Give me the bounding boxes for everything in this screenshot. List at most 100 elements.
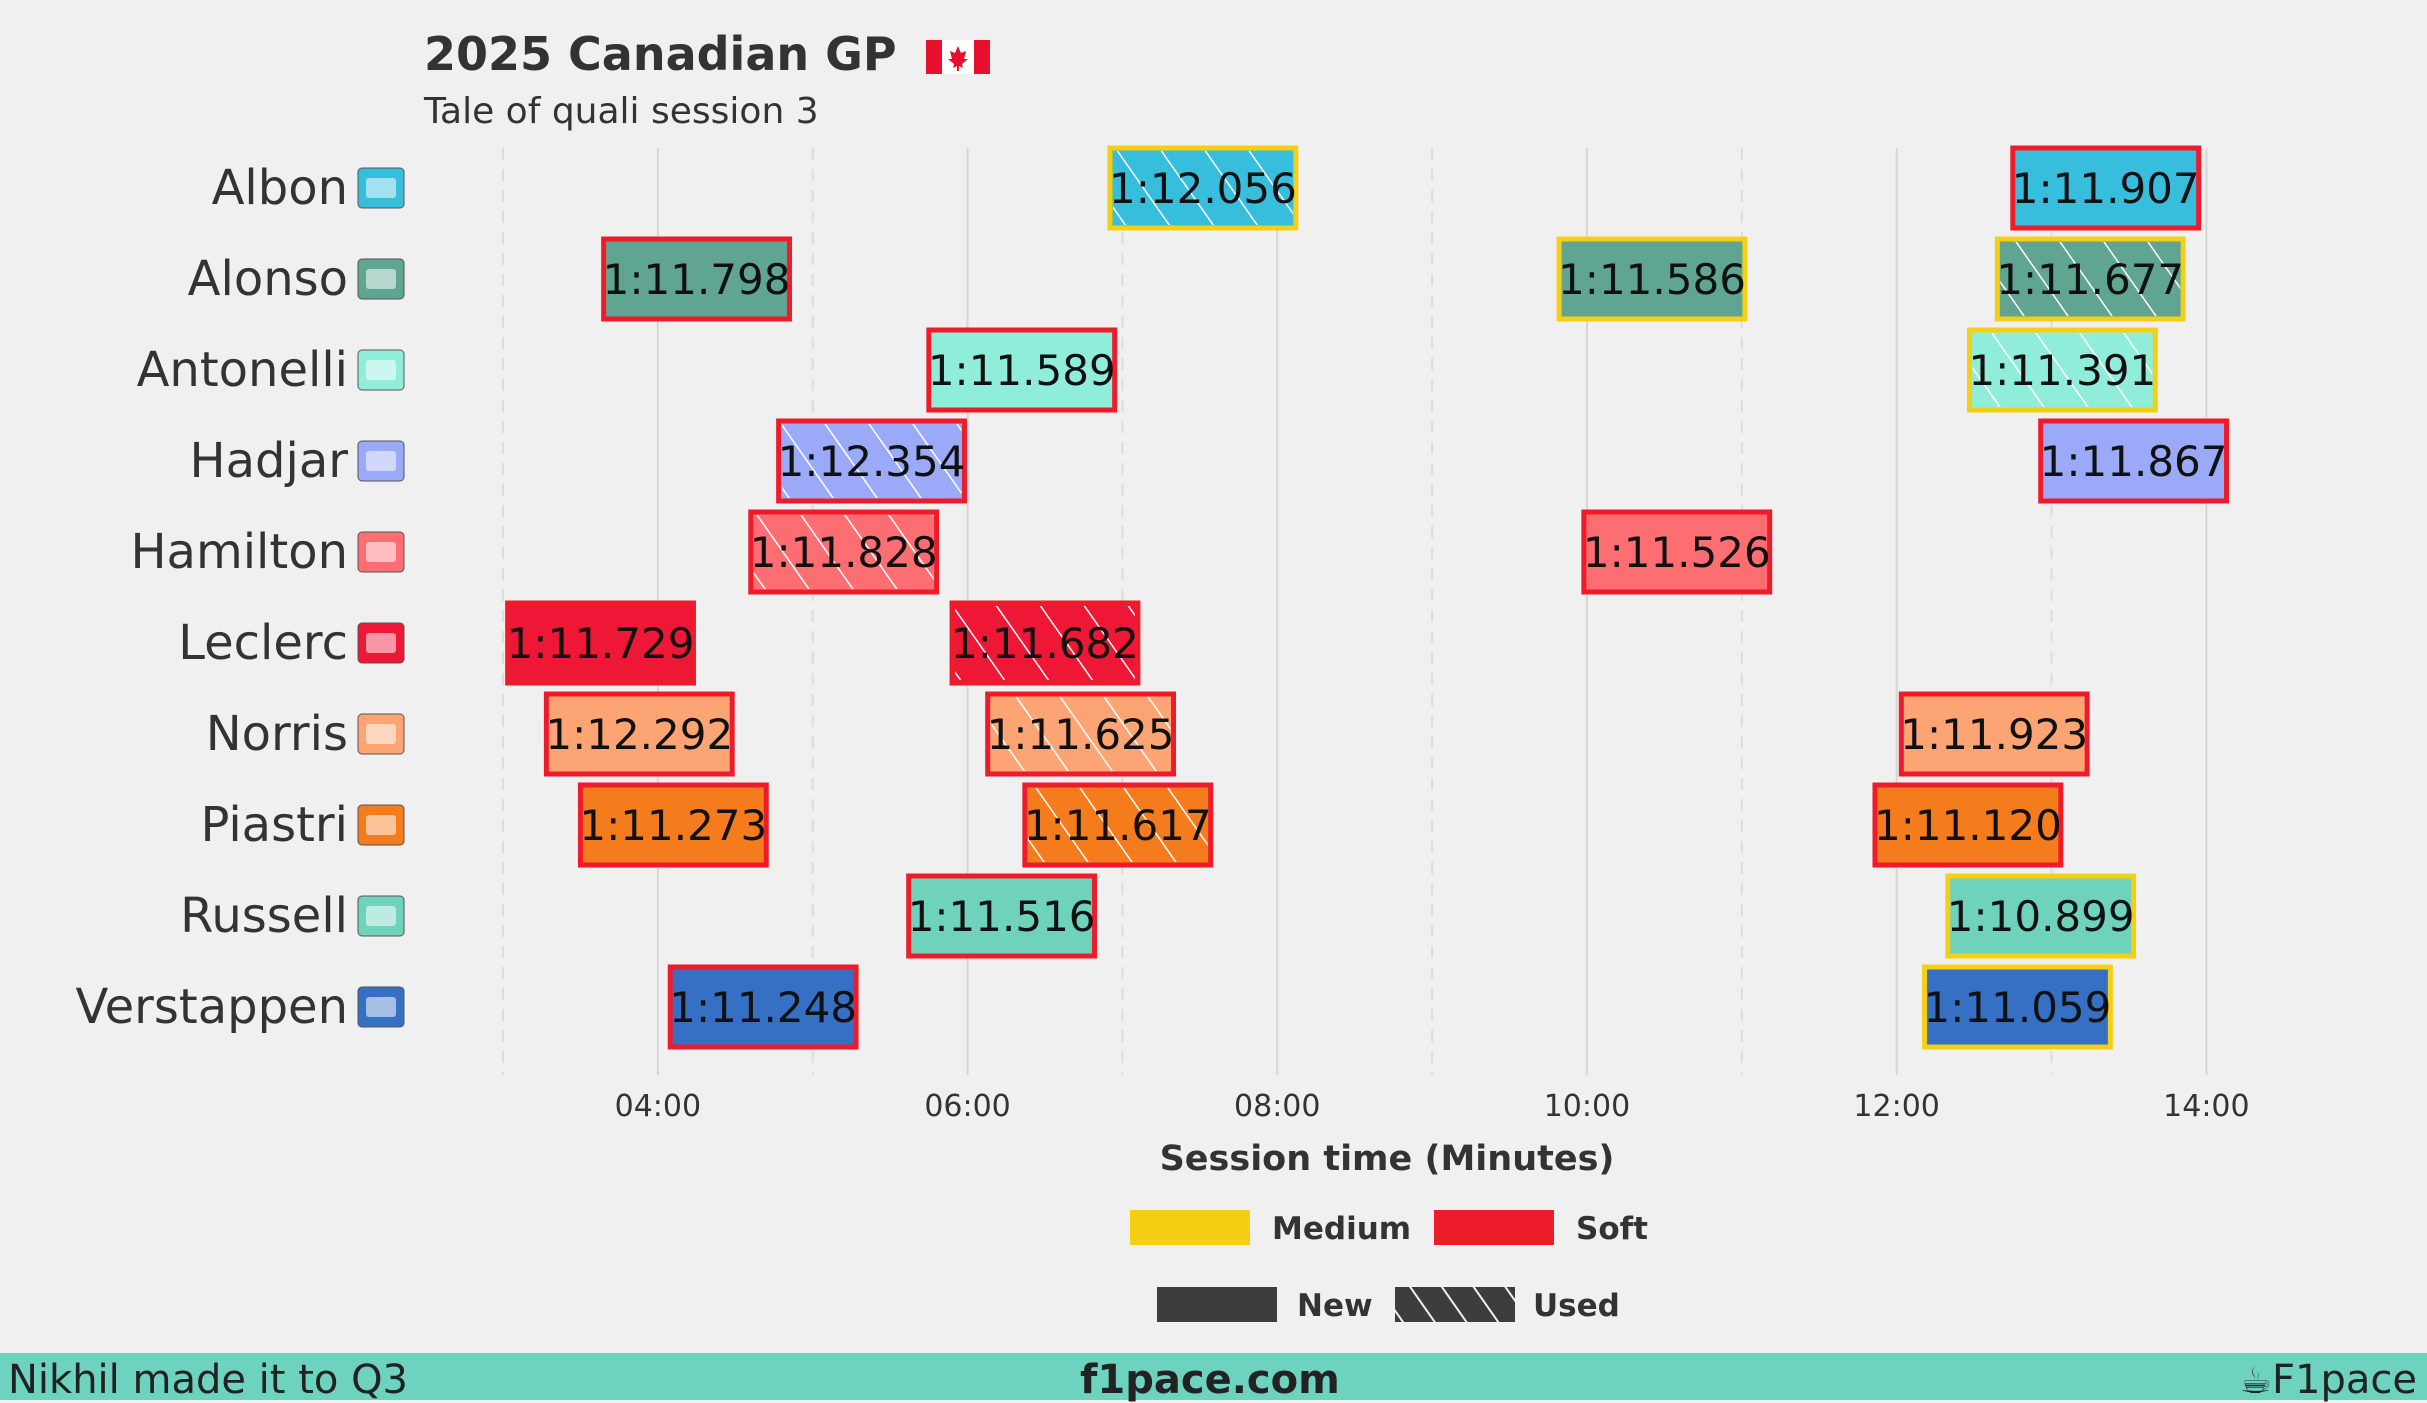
lap-time-label: 1:11.120: [1874, 801, 2062, 850]
lap-bar-fill: [1872, 782, 2064, 868]
aston-martin-logo-icon: [357, 258, 405, 300]
mclaren-logo-icon: [357, 804, 405, 846]
canada-flag-icon: [926, 40, 990, 74]
driver-label: Hadjar: [190, 433, 349, 489]
used-tyre-hatch: [1113, 151, 1293, 225]
legend-new-label: New: [1297, 1288, 1373, 1324]
lap-bar: 1:11.526: [1581, 509, 1773, 595]
lap-bar-fill: [577, 782, 769, 868]
lap-bar: 1:11.120: [1872, 782, 2064, 868]
lap-bar: 1:11.248: [667, 964, 859, 1050]
legend-soft-swatch: [1434, 1210, 1554, 1245]
lap-bar-fill: [926, 327, 1118, 413]
x-tick-label: 14:00: [2163, 1089, 2249, 1124]
driver-label: Alonso: [188, 251, 348, 307]
lap-time-label: 1:11.059: [1924, 983, 2112, 1032]
lap-bar: 1:11.273: [577, 782, 769, 868]
lap-bar: 1:11.798: [601, 236, 792, 322]
lap-bar: 1:11.729: [505, 600, 696, 686]
legend-soft-label: Soft: [1576, 1211, 1648, 1247]
legend-used-label: Used: [1533, 1288, 1620, 1324]
lap-time-label: 1:11.625: [987, 710, 1175, 759]
mercedes-logo-icon: [357, 349, 405, 391]
lap-bar: 1:11.516: [906, 873, 1098, 959]
x-tick-label: 04:00: [615, 1089, 701, 1124]
lap-time-label: 1:10.899: [1947, 892, 2135, 941]
driver-labels: Albon Alonso Antonelli Hadjar Hamilton Lecler…: [75, 160, 405, 1035]
lap-bar-fill: [667, 964, 859, 1050]
x-axis-label: Session time (Minutes): [1160, 1139, 1615, 1179]
lap-bar: 1:11.828: [748, 509, 940, 595]
footer-brand: ☕F1pace: [2239, 1357, 2417, 1403]
lap-time-label: 1:11.248: [669, 983, 857, 1032]
x-tick-label: 08:00: [1234, 1089, 1320, 1124]
lap-bar-fill: [1581, 509, 1773, 595]
x-tick-label: 10:00: [1544, 1089, 1630, 1124]
lap-bar: 1:12.292: [543, 691, 735, 777]
ferrari-logo-icon: [357, 531, 405, 573]
lap-time-label: 1:12.056: [1109, 164, 1297, 213]
lap-bar-fill: [543, 691, 735, 777]
lap-bar: 1:12.354: [776, 418, 967, 504]
lap-time-label: 1:11.729: [507, 619, 695, 668]
lap-bar: 1:11.682: [949, 600, 1141, 686]
lap-bar-fill: [2038, 418, 2230, 504]
legend-new-swatch: [1157, 1287, 1277, 1322]
x-tick-label: 06:00: [924, 1089, 1010, 1124]
x-tick-label: 12:00: [1853, 1089, 1939, 1124]
lap-time-label: 1:11.923: [1900, 710, 2088, 759]
lap-time-label: 1:11.617: [1024, 801, 1212, 850]
chart-subtitle: Tale of quali session 3: [423, 91, 819, 132]
lap-bar: 1:11.625: [985, 691, 1177, 777]
ferrari-logo-icon: [357, 622, 405, 664]
lap-bar: 1:11.586: [1556, 236, 1748, 322]
mercedes-logo-icon: [357, 895, 405, 937]
lap-time-label: 1:11.907: [2012, 164, 2200, 213]
driver-label: Russell: [180, 888, 348, 944]
lap-time-label: 1:11.682: [951, 619, 1139, 668]
legend-medium-swatch: [1130, 1210, 1250, 1245]
lap-time-label: 1:12.292: [545, 710, 733, 759]
lap-time-label: 1:11.273: [579, 801, 767, 850]
compound-legend: Medium Soft: [1130, 1210, 1648, 1247]
driver-label: Albon: [212, 160, 348, 216]
x-axis-ticks: 04:00 06:00 08:00 10:00 12:00 14:00: [615, 1089, 2250, 1124]
lap-bar: 1:11.907: [2010, 145, 2202, 231]
lap-bar-fill: [1922, 964, 2113, 1050]
legend-medium-label: Medium: [1272, 1211, 1411, 1247]
driver-label: Piastri: [200, 797, 348, 853]
used-tyre-hatch: [1972, 333, 2153, 407]
lap-bar: 1:12.056: [1107, 145, 1299, 231]
lap-time-label: 1:11.526: [1583, 528, 1771, 577]
lap-bars: 1:12.056 1:11.907 1:11.798 1:11.586 1:11.677…: [505, 145, 2230, 1050]
quali-gantt-chart: 2025 Canadian GP Tale of quali session 3…: [75, 27, 2250, 1324]
lap-bar: 1:11.677: [1994, 236, 2186, 322]
legend-used-hatch: [1395, 1287, 1515, 1322]
driver-label: Antonelli: [137, 342, 348, 398]
lap-bar: 1:11.589: [926, 327, 1118, 413]
lap-bar: 1:10.899: [1945, 873, 2137, 959]
mclaren-logo-icon: [357, 713, 405, 755]
footer-website[interactable]: f1pace.com: [1080, 1357, 1340, 1403]
red-bull-logo-icon: [357, 986, 405, 1028]
footer-credit: Nikhil made it to Q3: [8, 1357, 408, 1403]
coffee-cup-icon: ☕: [2239, 1361, 2273, 1402]
lap-time-label: 1:11.677: [1996, 255, 2184, 304]
lap-time-label: 1:11.798: [603, 255, 791, 304]
driver-label: Norris: [206, 706, 348, 762]
lap-bar-fill: [601, 236, 792, 322]
lap-bar-fill: [1945, 873, 2137, 959]
driver-label: Leclerc: [178, 615, 348, 671]
lap-bar: 1:11.867: [2038, 418, 2230, 504]
chart-title: 2025 Canadian GP: [424, 27, 897, 81]
lap-time-label: 1:11.516: [908, 892, 1096, 941]
racing-bulls-logo-icon: [357, 440, 405, 482]
lap-bar: 1:11.617: [1022, 782, 1214, 868]
footer-bar: Nikhil made it to Q3 f1pace.com ☕F1pace: [0, 1353, 2427, 1403]
lap-bar: 1:11.923: [1898, 691, 2090, 777]
lap-bar-fill: [1898, 691, 2090, 777]
used-tyre-hatch: [753, 515, 934, 589]
used-tyre-hatch: [1027, 788, 1208, 862]
lap-bar: 1:11.391: [1966, 327, 2158, 413]
lap-time-label: 1:11.391: [1968, 346, 2156, 395]
